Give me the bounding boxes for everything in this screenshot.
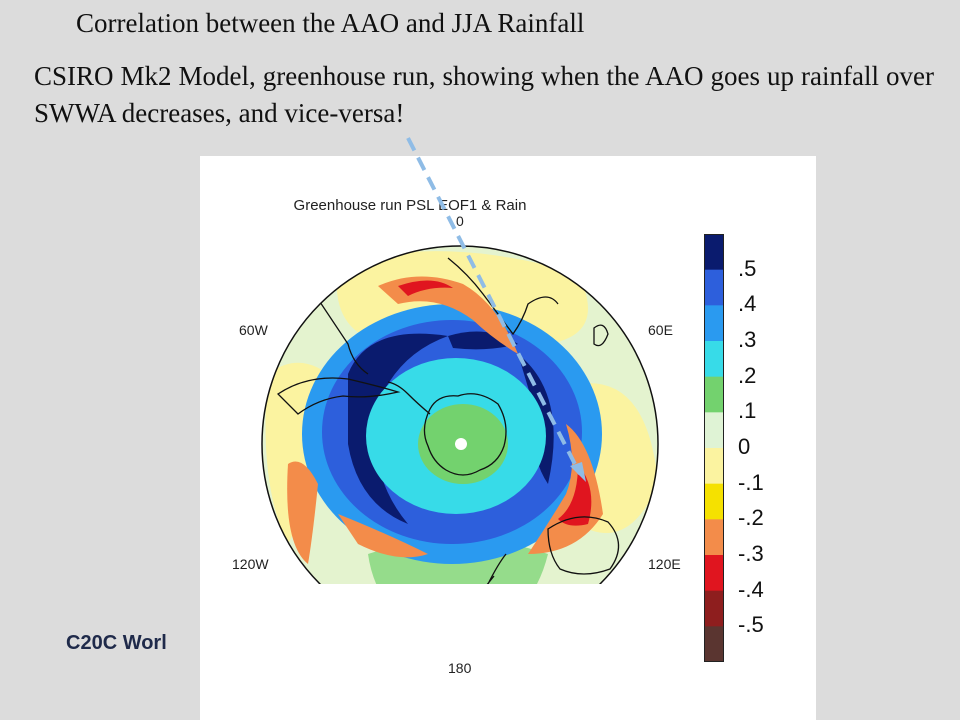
south-pole-marker [455, 438, 467, 450]
lon-label-120w: 120W [232, 556, 269, 572]
madagascar-outline [593, 324, 609, 347]
figure-panel: Greenhouse run PSL EOF1 & Rain 0 60W 60E… [200, 156, 816, 720]
colorbar-swatch [704, 448, 724, 485]
south-america-outline [276, 377, 401, 415]
lon-label-60e: 60E [648, 322, 673, 338]
colorbar-swatch [704, 305, 724, 342]
colorbar-label: .2 [738, 362, 757, 388]
slide-title: Correlation between the AAO and JJA Rain… [76, 8, 585, 38]
colorbar-swatch [704, 555, 724, 592]
colorbar-swatch [704, 626, 724, 662]
colorbar-label: -.2 [738, 505, 764, 531]
colorbar-swatch [704, 412, 724, 449]
lon-label-120e: 120E [648, 556, 681, 572]
colorbar-label: -.5 [738, 612, 764, 638]
field-max-west [348, 333, 448, 524]
colorbar-swatch [704, 519, 724, 556]
field-red-sw [338, 514, 428, 558]
australia-outline [547, 516, 620, 575]
footer-text: C20C Worl [66, 632, 167, 654]
slide-subtitle: CSIRO Mk2 Model, greenhouse run, showing… [34, 61, 934, 128]
colorbar-swatch [704, 590, 724, 627]
colorbar-swatch [704, 269, 724, 306]
colorbar-label: 0 [738, 434, 751, 459]
field-green-south [368, 539, 548, 584]
figure-title: Greenhouse run PSL EOF1 & Rain [293, 197, 527, 214]
colorbar [704, 234, 724, 662]
colorbar-outline [704, 234, 724, 662]
field-red-west [287, 461, 318, 564]
colorbar-label: .4 [738, 291, 757, 317]
lon-label-60w: 60W [239, 322, 268, 338]
colorbar-label: -.3 [738, 541, 764, 566]
lon-label-bottom: 180 [448, 660, 472, 676]
colorbar-swatch [704, 341, 724, 378]
new-zealand-outline [477, 553, 507, 584]
polar-map [261, 245, 659, 584]
colorbar-swatch [704, 483, 724, 520]
colorbar-label: .3 [738, 327, 757, 352]
colorbar-label: -.1 [738, 469, 764, 495]
colorbar-swatch [704, 234, 724, 271]
colorbar-label: .5 [738, 255, 757, 281]
colorbar-swatch [704, 376, 724, 413]
colorbar-label: .1 [738, 398, 757, 424]
colorbar-label: -.4 [738, 576, 764, 602]
